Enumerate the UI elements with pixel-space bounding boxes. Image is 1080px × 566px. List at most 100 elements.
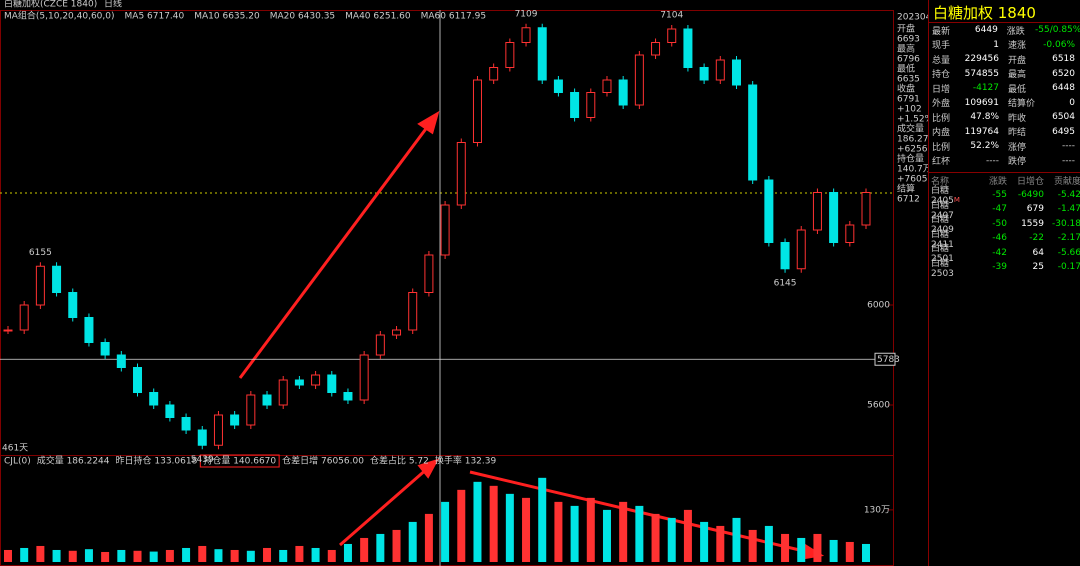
quote-label: 最低 (1008, 84, 1027, 95)
volume-bar (149, 551, 158, 562)
contract-row: 白糖2407 -47 679 -1.47 (929, 201, 1080, 221)
volume-header: 仓差占比 5.72 (370, 455, 429, 467)
volume-bar (457, 489, 466, 562)
info-value: +1.52% (897, 115, 928, 125)
candle (197, 429, 207, 446)
contract-row: 白糖2503 -39 25 -0.17 (929, 259, 1080, 279)
candle (812, 192, 822, 231)
volume-bar (279, 549, 288, 562)
volume-bar (327, 549, 336, 562)
candle (472, 79, 482, 143)
candle (116, 354, 126, 368)
quote-row: 日增 -4127 最低 6448 (929, 81, 1080, 96)
quote-label: 总量 (932, 55, 951, 66)
quote-value: 6449 (974, 25, 998, 36)
candle (213, 414, 223, 446)
cursor-box (874, 352, 896, 366)
annotations (238, 110, 825, 560)
candle (100, 342, 110, 356)
quote-row: 最新 6449 涨跌 -55/0.85% (929, 23, 1080, 38)
contract-value: -39 (992, 262, 1007, 273)
price-label: 6155 (29, 248, 52, 258)
quote-value: 6495 (1052, 126, 1075, 137)
contract-value: -42 (992, 247, 1007, 258)
volume-bar (117, 549, 126, 562)
quote-label: 昨结 (1008, 128, 1027, 139)
volume-bar (20, 547, 29, 562)
volume-bar (52, 549, 61, 562)
quote-value: -55/0.85% (1035, 25, 1080, 36)
quote-row: 比例 47.8% 昨收 6504 (929, 110, 1080, 125)
quote-value: ---- (1062, 141, 1075, 152)
quote-row: 内盘 119764 昨结 6495 (929, 125, 1080, 140)
cursor-label: 5783 (877, 355, 900, 365)
contract-row: 白糖2411 -46 -22 -2.17 (929, 230, 1080, 250)
quote-row: 持仓 574855 最高 6520 (929, 67, 1080, 82)
candle (246, 394, 256, 426)
quote-row: 外盘 109691 结算价 0 (929, 96, 1080, 111)
volume-header: 昨日持仓 133.0618 (116, 455, 198, 467)
indicator: MA5 6717.40 (125, 12, 185, 22)
contract-value: 64 (1032, 247, 1044, 258)
candle (553, 79, 563, 93)
candle (521, 27, 531, 43)
quote-label: 跌停 (1008, 157, 1027, 168)
info-value: 186.27万 (897, 135, 928, 145)
candle (327, 374, 337, 393)
info-value: 6712 (897, 195, 920, 205)
contract-value: -55 (992, 189, 1007, 200)
candle (311, 374, 321, 386)
info-label: 开盘 (897, 23, 915, 35)
candle (278, 379, 288, 406)
info-label: 收盘 (897, 83, 915, 95)
contract-value: -50 (992, 218, 1007, 229)
volume-bar (214, 549, 223, 562)
quote-value: 229456 (964, 54, 999, 65)
candle (294, 379, 304, 386)
info-value: +62568 (897, 145, 928, 155)
info-value: 6693 (897, 35, 920, 45)
candle (52, 265, 62, 293)
volume-bar (392, 529, 401, 562)
candle (796, 229, 806, 270)
candle (845, 224, 855, 243)
candle (359, 354, 369, 401)
quote-value: 574855 (964, 68, 999, 79)
candle (602, 79, 612, 93)
price-label: 7109 (515, 9, 538, 19)
chart: 白糖加权(CZCE 1840) 日线 461天 MA组合(5,10,20,40,… (0, 0, 943, 566)
contract-value: -5.66 (1057, 247, 1080, 258)
quote-label: 最新 (932, 26, 951, 37)
volume-bar (586, 497, 595, 562)
quote-value: 109691 (964, 97, 999, 108)
contract-name: 白糖2503 (931, 258, 954, 279)
volume-bar (376, 533, 385, 562)
quote-label: 比例 (932, 113, 951, 124)
volume-header: 持仓量 140.6670 (203, 455, 276, 467)
quote-row: 现手 1 速涨 -0.06% (929, 38, 1080, 53)
volume-bar (84, 549, 93, 562)
volume-bar (311, 547, 320, 562)
quote-label: 现手 (932, 41, 951, 52)
quote-value: ---- (1062, 155, 1075, 166)
price-label: 5439 (191, 455, 214, 465)
info-value: 6635 (897, 75, 920, 85)
days-label: 461天 (2, 444, 28, 454)
volume-bar (441, 501, 450, 562)
price-label: 6145 (774, 278, 797, 288)
info-label: 结算 (897, 183, 915, 195)
candle (861, 192, 871, 226)
quote-label: 红杯 (932, 157, 951, 168)
contract-row: 白糖2405M -55 -6490 -5.42 (929, 186, 1080, 206)
contract-value: -30.18 (1052, 218, 1080, 229)
candle (392, 329, 402, 336)
contract-value: -2.17 (1057, 233, 1080, 244)
volume-bar (295, 545, 304, 562)
column-header: 名称 (931, 176, 950, 187)
quote-row: 红杯 ---- 跌停 ---- (929, 154, 1080, 169)
candle (634, 54, 644, 106)
volume-bar (554, 501, 563, 562)
indicator: MA40 6251.60 (345, 12, 411, 22)
info-label: 成交量 (897, 123, 924, 135)
contract-value: -5.42 (1057, 189, 1080, 200)
